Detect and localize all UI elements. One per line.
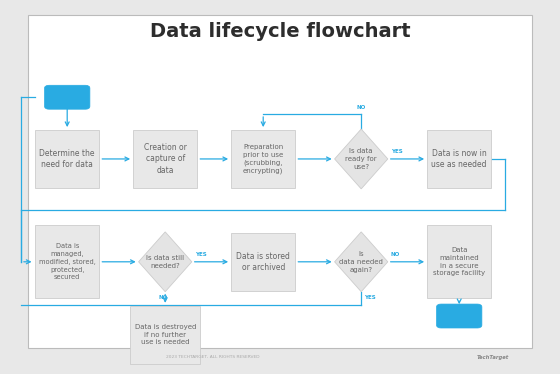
FancyBboxPatch shape	[231, 130, 296, 188]
Polygon shape	[138, 232, 192, 292]
Text: Creation or
capture of
data: Creation or capture of data	[144, 143, 186, 175]
FancyBboxPatch shape	[35, 225, 100, 298]
Text: NO: NO	[391, 252, 400, 257]
FancyBboxPatch shape	[133, 130, 197, 188]
Text: NO: NO	[357, 105, 366, 110]
FancyBboxPatch shape	[437, 304, 482, 328]
FancyBboxPatch shape	[44, 85, 90, 109]
Text: Is
data needed
again?: Is data needed again?	[339, 251, 383, 273]
Text: Data is now in
use as needed: Data is now in use as needed	[431, 149, 487, 169]
Text: Determine the
need for data: Determine the need for data	[39, 149, 95, 169]
Text: Data
maintained
in a secure
storage facility: Data maintained in a secure storage faci…	[433, 247, 486, 276]
FancyBboxPatch shape	[231, 233, 296, 291]
Text: YES: YES	[364, 295, 376, 300]
Text: Preparation
prior to use
(scrubbing,
encrypting): Preparation prior to use (scrubbing, enc…	[243, 144, 283, 174]
FancyBboxPatch shape	[130, 306, 200, 364]
FancyBboxPatch shape	[28, 15, 532, 348]
FancyBboxPatch shape	[35, 130, 100, 188]
Text: END: END	[451, 313, 467, 319]
Text: TechTarget: TechTarget	[477, 355, 509, 360]
Text: YES: YES	[391, 150, 402, 154]
Text: 2023 TECHTARGET, ALL RIGHTS RESERVED: 2023 TECHTARGET, ALL RIGHTS RESERVED	[166, 355, 259, 359]
Polygon shape	[335, 232, 388, 292]
Text: Data is
managed,
modified, stored,
protected,
secured: Data is managed, modified, stored, prote…	[39, 243, 96, 280]
Text: NO: NO	[158, 295, 168, 300]
FancyBboxPatch shape	[427, 130, 492, 188]
FancyBboxPatch shape	[427, 225, 492, 298]
Text: YES: YES	[195, 252, 206, 257]
Text: Is data still
needed?: Is data still needed?	[146, 255, 184, 269]
Text: Data is destroyed
if no further
use is needed: Data is destroyed if no further use is n…	[134, 324, 196, 346]
Text: Is data
ready for
use?: Is data ready for use?	[346, 148, 377, 170]
Polygon shape	[335, 129, 388, 189]
Text: Data lifecycle flowchart: Data lifecycle flowchart	[150, 22, 410, 41]
Text: START: START	[55, 94, 79, 100]
Text: Data is stored
or archived: Data is stored or archived	[236, 252, 290, 272]
